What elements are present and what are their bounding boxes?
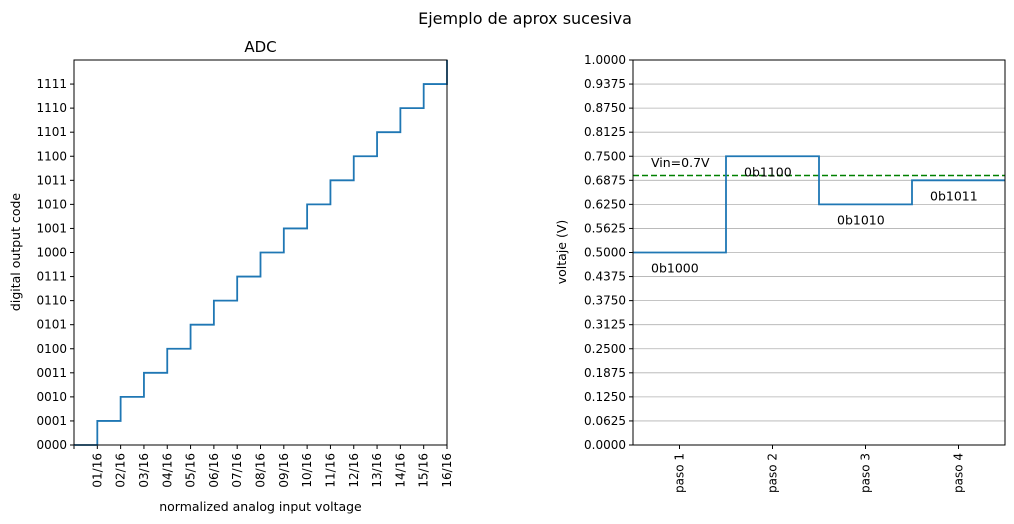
adc-ticks: 01/16 02/16 03/16 04/16 05/16 06/16 07/16 08/16… [36, 77, 454, 488]
adc-y-tick-label: 1100 [36, 149, 67, 163]
sar-y-tick-label: 0.4375 [584, 270, 626, 284]
sar-y-tick-label: 0.1250 [584, 390, 626, 404]
adc-x-axis-label: normalized analog input voltage [159, 499, 362, 514]
adc-x-tick-label: 05/16 [184, 453, 198, 488]
sar-y-axis-label: voltaje (V) [554, 220, 569, 285]
adc-y-tick-label: 0001 [36, 414, 67, 428]
sar-y-tick-label: 1.0000 [584, 53, 626, 67]
sar-x-tick-label: paso 4 [952, 453, 966, 493]
sar-chart: 0.0000 0.0625 0.1250 0.1875 0.2500 0.3125 0.37… [554, 53, 1006, 493]
adc-series-line [74, 60, 448, 446]
sar-y-tick-label: 0.6875 [584, 173, 626, 187]
sar-y-tick-label: 0.8125 [584, 125, 626, 139]
figure-title: Ejemplo de aprox sucesiva [418, 9, 632, 28]
sar-y-tick-label: 0.8750 [584, 101, 626, 115]
adc-x-tick-label: 12/16 [347, 453, 361, 488]
sar-x-tick-label: paso 1 [673, 453, 687, 493]
sar-y-tick-label: 0.3750 [584, 294, 626, 308]
adc-x-tick-label: 15/16 [417, 453, 431, 488]
sar-step-annotation: 0b1011 [930, 188, 978, 203]
sar-step-annotation: 0b1000 [651, 261, 699, 276]
adc-x-tick-label: 14/16 [393, 453, 407, 488]
adc-x-tick-label: 08/16 [254, 453, 268, 488]
adc-plot-frame [73, 59, 448, 446]
adc-y-tick-label: 1111 [36, 77, 67, 91]
adc-y-tick-label: 1011 [36, 173, 67, 187]
sar-plot-frame [632, 59, 1006, 446]
vin-reference-label: Vin=0.7V [651, 155, 710, 170]
sar-annotations: 0b1000 0b1100 0b1010 0b1011 [651, 164, 978, 275]
sar-y-tick-label: 0.5625 [584, 221, 626, 235]
adc-x-tick-label: 02/16 [114, 453, 128, 488]
sar-y-tick-label: 0.6250 [584, 197, 626, 211]
sar-step-annotation: 0b1010 [837, 212, 885, 227]
adc-y-tick-label: 1101 [36, 125, 67, 139]
sar-y-tick-label: 0.3125 [584, 318, 626, 332]
adc-y-tick-label: 0010 [36, 390, 67, 404]
adc-y-tick-label: 1001 [36, 221, 67, 235]
adc-x-tick-label: 07/16 [230, 453, 244, 488]
sar-y-tick-label: 0.5000 [584, 246, 626, 260]
adc-x-tick-label: 13/16 [370, 453, 384, 488]
adc-y-tick-label: 1110 [36, 101, 67, 115]
sar-y-tick-label: 0.9375 [584, 77, 626, 91]
sar-series-line [633, 155, 1005, 254]
adc-y-tick-label: 1000 [36, 246, 67, 260]
sar-y-tick-label: 0.7500 [584, 149, 626, 163]
sar-step-annotation: 0b1100 [744, 164, 792, 179]
adc-chart: ADC 01/16 02/16 03/16 04/16 05/16 06/16 07/16 0… [8, 38, 454, 514]
sar-x-tick-label: paso 3 [859, 453, 873, 493]
adc-x-tick-label: 03/16 [137, 453, 151, 488]
adc-x-tick-label: 10/16 [300, 453, 314, 488]
adc-y-tick-label: 0101 [36, 318, 67, 332]
adc-x-tick-label: 11/16 [323, 453, 337, 488]
adc-x-tick-label: 16/16 [440, 453, 454, 488]
adc-x-tick-label: 01/16 [90, 453, 104, 488]
adc-y-tick-label: 0011 [36, 366, 67, 380]
sar-ticks: 0.0000 0.0625 0.1250 0.1875 0.2500 0.3125 0.37… [584, 53, 966, 493]
adc-x-tick-label: 06/16 [207, 453, 221, 488]
adc-y-tick-label: 0111 [36, 270, 67, 284]
adc-chart-title: ADC [244, 38, 276, 56]
adc-y-tick-label: 0000 [36, 438, 67, 452]
sar-x-tick-label: paso 2 [766, 453, 780, 493]
sar-y-tick-label: 0.0625 [584, 414, 626, 428]
adc-y-axis-label: digital output code [8, 193, 23, 311]
sar-y-tick-label: 0.1875 [584, 366, 626, 380]
adc-x-tick-label: 04/16 [160, 453, 174, 488]
sar-y-tick-label: 0.2500 [584, 342, 626, 356]
adc-x-tick-label: 09/16 [277, 453, 291, 488]
adc-y-tick-label: 1010 [36, 197, 67, 211]
adc-y-tick-label: 0110 [36, 294, 67, 308]
adc-y-tick-label: 0100 [36, 342, 67, 356]
sar-y-tick-label: 0.0000 [584, 438, 626, 452]
